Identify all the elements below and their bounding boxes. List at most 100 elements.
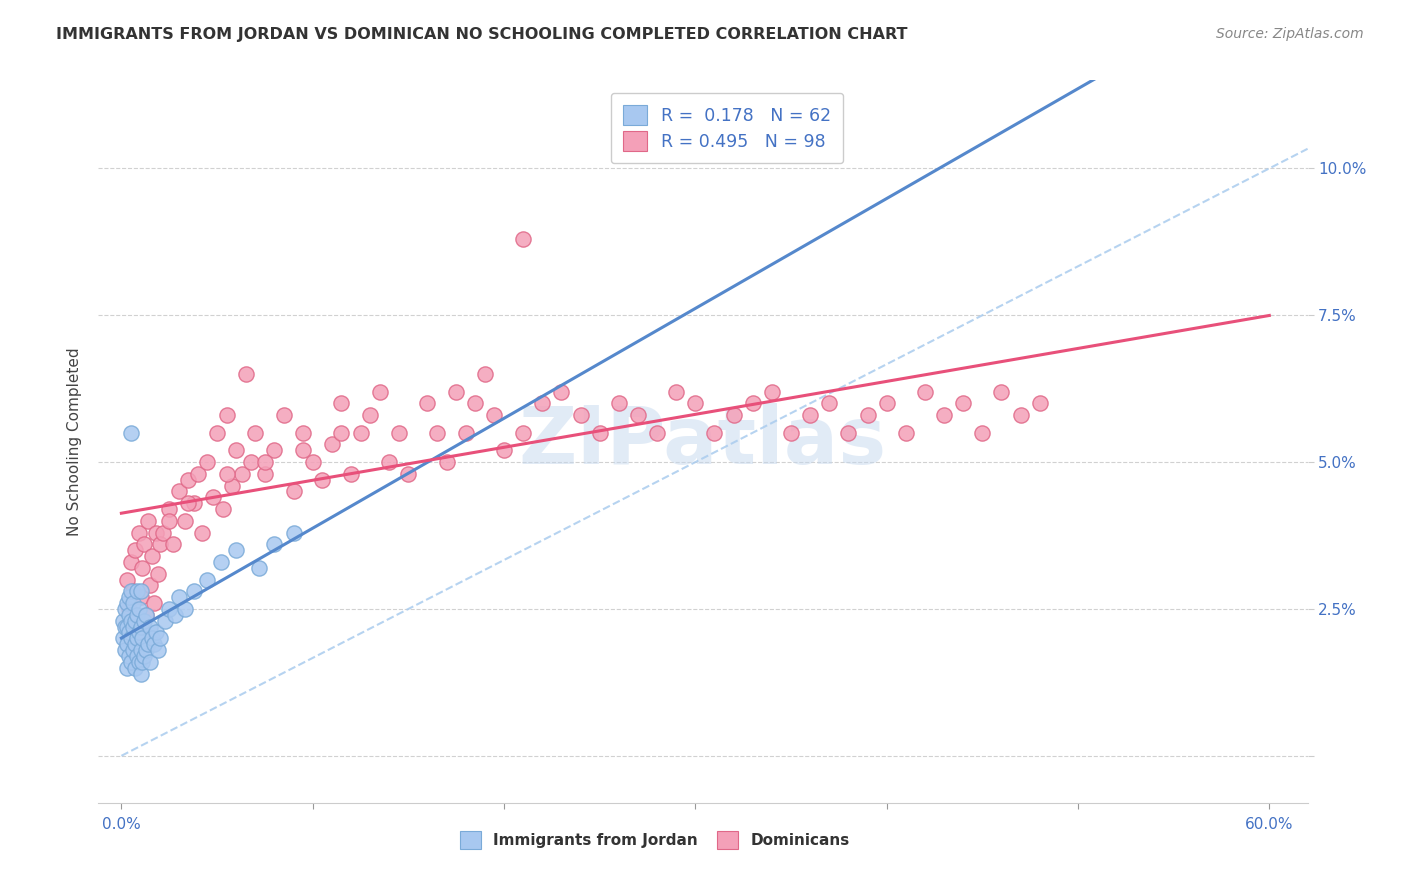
Point bbox=[157, 514, 180, 528]
Point bbox=[125, 619, 148, 633]
Point bbox=[876, 396, 898, 410]
Point bbox=[245, 425, 267, 440]
Point bbox=[703, 425, 725, 440]
Point bbox=[330, 425, 353, 440]
Point bbox=[723, 408, 745, 422]
Point bbox=[492, 443, 515, 458]
Point bbox=[115, 637, 138, 651]
Legend: Immigrants from Jordan, Dominicans: Immigrants from Jordan, Dominicans bbox=[453, 823, 858, 856]
Point bbox=[436, 455, 458, 469]
Text: ZIPatlas: ZIPatlas bbox=[519, 402, 887, 481]
Point bbox=[454, 425, 477, 440]
Point bbox=[124, 661, 146, 675]
Point bbox=[142, 596, 165, 610]
Point bbox=[167, 591, 190, 605]
Point bbox=[531, 396, 554, 410]
Point bbox=[780, 425, 803, 440]
Point bbox=[512, 232, 534, 246]
Point bbox=[131, 561, 153, 575]
Point bbox=[120, 614, 142, 628]
Point bbox=[215, 467, 238, 481]
Point bbox=[136, 514, 159, 528]
Point bbox=[149, 632, 172, 646]
Point bbox=[741, 396, 763, 410]
Point bbox=[135, 643, 157, 657]
Point bbox=[139, 619, 162, 633]
Point bbox=[569, 408, 592, 422]
Point bbox=[990, 384, 1012, 399]
Point bbox=[474, 367, 496, 381]
Point bbox=[152, 525, 174, 540]
Point bbox=[292, 425, 315, 440]
Point bbox=[253, 455, 276, 469]
Point bbox=[321, 437, 343, 451]
Point bbox=[368, 384, 391, 399]
Point bbox=[426, 425, 449, 440]
Point bbox=[112, 632, 135, 646]
Point bbox=[550, 384, 572, 399]
Point bbox=[952, 396, 974, 410]
Point bbox=[359, 408, 381, 422]
Point bbox=[134, 537, 156, 551]
Point bbox=[273, 408, 295, 422]
Point bbox=[340, 467, 363, 481]
Point bbox=[932, 408, 955, 422]
Point bbox=[118, 591, 141, 605]
Point bbox=[416, 396, 439, 410]
Point bbox=[145, 525, 167, 540]
Point bbox=[155, 614, 177, 628]
Point bbox=[202, 491, 225, 505]
Point bbox=[464, 396, 486, 410]
Point bbox=[292, 443, 315, 458]
Point bbox=[665, 384, 688, 399]
Point bbox=[142, 637, 165, 651]
Point bbox=[231, 467, 253, 481]
Point bbox=[129, 643, 152, 657]
Point bbox=[799, 408, 821, 422]
Point bbox=[128, 525, 150, 540]
Point bbox=[894, 425, 917, 440]
Point bbox=[131, 632, 153, 646]
Text: IMMIGRANTS FROM JORDAN VS DOMINICAN NO SCHOOLING COMPLETED CORRELATION CHART: IMMIGRANTS FROM JORDAN VS DOMINICAN NO S… bbox=[56, 27, 908, 42]
Point bbox=[114, 619, 136, 633]
Point bbox=[512, 425, 534, 440]
Point bbox=[134, 614, 156, 628]
Point bbox=[139, 655, 162, 669]
Point bbox=[263, 537, 285, 551]
Point bbox=[115, 661, 138, 675]
Point bbox=[162, 537, 184, 551]
Point bbox=[149, 537, 172, 551]
Point bbox=[197, 573, 219, 587]
Point bbox=[225, 543, 247, 558]
Point bbox=[128, 655, 150, 669]
Point bbox=[240, 455, 263, 469]
Point bbox=[183, 584, 205, 599]
Point bbox=[115, 573, 138, 587]
Point bbox=[283, 525, 305, 540]
Point bbox=[1010, 408, 1032, 422]
Point bbox=[121, 643, 143, 657]
Point bbox=[645, 425, 668, 440]
Point bbox=[211, 502, 233, 516]
Point bbox=[141, 632, 163, 646]
Point bbox=[125, 584, 148, 599]
Point bbox=[115, 596, 138, 610]
Point bbox=[197, 455, 219, 469]
Point bbox=[135, 607, 157, 622]
Point bbox=[173, 514, 195, 528]
Point bbox=[128, 602, 150, 616]
Point bbox=[139, 578, 162, 592]
Point bbox=[129, 666, 152, 681]
Point bbox=[120, 655, 142, 669]
Point bbox=[225, 443, 247, 458]
Point bbox=[972, 425, 994, 440]
Point bbox=[125, 648, 148, 663]
Point bbox=[135, 607, 157, 622]
Point bbox=[128, 625, 150, 640]
Y-axis label: No Schooling Completed: No Schooling Completed bbox=[67, 347, 83, 536]
Point bbox=[253, 467, 276, 481]
Point bbox=[349, 425, 371, 440]
Point bbox=[118, 648, 141, 663]
Point bbox=[187, 467, 209, 481]
Point bbox=[263, 443, 285, 458]
